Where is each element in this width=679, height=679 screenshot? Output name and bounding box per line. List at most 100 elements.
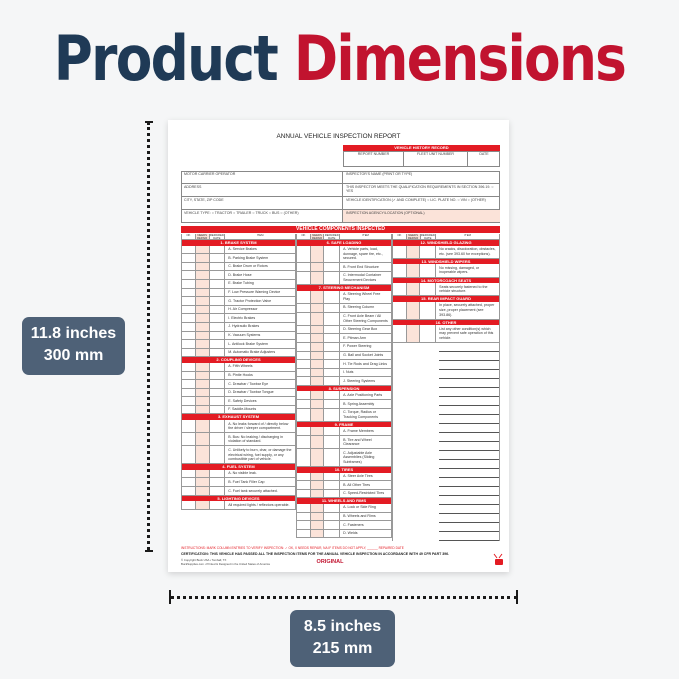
repaired-date-cell[interactable] (324, 503, 341, 512)
needs-repair-cell[interactable] (310, 489, 325, 498)
write-in-line[interactable] (439, 505, 499, 515)
ok-cell[interactable] (297, 312, 311, 325)
write-in-line[interactable] (439, 433, 499, 443)
write-in-line[interactable] (439, 415, 499, 425)
ok-cell[interactable] (297, 529, 311, 538)
write-in-line[interactable] (439, 343, 499, 353)
repaired-date-cell[interactable] (324, 342, 341, 351)
repaired-date-cell[interactable] (324, 312, 341, 325)
ok-cell[interactable] (297, 325, 311, 334)
needs-repair-cell[interactable] (310, 521, 325, 529)
left-field[interactable]: ADDRESS (181, 184, 343, 197)
left-field[interactable]: MOTOR CARRIER OPERATOR (181, 171, 343, 184)
repaired-date-cell[interactable] (210, 501, 226, 509)
repaired-date-cell[interactable] (210, 478, 226, 486)
ok-cell[interactable] (393, 301, 407, 319)
repaired-date-cell[interactable] (210, 245, 226, 254)
write-in-line[interactable] (439, 352, 499, 362)
needs-repair-cell[interactable] (195, 322, 210, 331)
repaired-date-cell[interactable] (324, 408, 341, 421)
repaired-date-cell[interactable] (324, 325, 341, 334)
write-in-line[interactable] (439, 469, 499, 479)
needs-repair-cell[interactable] (195, 288, 210, 297)
repaired-date-cell[interactable] (210, 288, 226, 297)
repaired-date-cell[interactable] (210, 297, 226, 305)
ok-cell[interactable] (297, 360, 311, 368)
repaired-date-cell[interactable] (324, 512, 341, 521)
write-in-line[interactable] (439, 523, 499, 533)
needs-repair-cell[interactable] (195, 405, 210, 414)
ok-cell[interactable] (297, 481, 311, 489)
ok-cell[interactable] (182, 340, 196, 348)
write-in-line[interactable] (439, 532, 499, 542)
needs-repair-cell[interactable] (406, 264, 421, 277)
needs-repair-cell[interactable] (310, 503, 325, 512)
ok-cell[interactable] (182, 388, 196, 397)
repaired-date-cell[interactable] (210, 362, 226, 371)
repaired-date-cell[interactable] (210, 433, 226, 446)
repaired-date-cell[interactable] (210, 279, 226, 288)
needs-repair-cell[interactable] (195, 305, 210, 314)
needs-repair-cell[interactable] (310, 400, 325, 408)
needs-repair-cell[interactable] (195, 348, 210, 357)
needs-repair-cell[interactable] (310, 529, 325, 538)
write-in-line[interactable] (439, 406, 499, 416)
repaired-date-cell[interactable] (324, 377, 341, 385)
repaired-date-cell[interactable] (210, 388, 226, 397)
ok-cell[interactable] (182, 322, 196, 331)
needs-repair-cell[interactable] (195, 297, 210, 305)
write-in-line[interactable] (439, 379, 499, 389)
repaired-date-cell[interactable] (324, 290, 341, 303)
needs-repair-cell[interactable] (195, 271, 210, 279)
ok-cell[interactable] (182, 478, 196, 486)
needs-repair-cell[interactable] (406, 283, 421, 296)
repaired-date-cell[interactable] (210, 405, 226, 414)
repaired-date-cell[interactable] (324, 263, 341, 271)
needs-repair-cell[interactable] (195, 380, 210, 388)
repaired-date-cell[interactable] (210, 314, 226, 322)
needs-repair-cell[interactable] (310, 290, 325, 303)
ok-cell[interactable] (182, 314, 196, 322)
needs-repair-cell[interactable] (310, 472, 325, 481)
needs-repair-cell[interactable] (310, 360, 325, 368)
needs-repair-cell[interactable] (406, 325, 421, 343)
repaired-date-cell[interactable] (324, 481, 341, 489)
repaired-date-cell[interactable] (324, 400, 341, 408)
needs-repair-cell[interactable] (310, 449, 325, 466)
needs-repair-cell[interactable] (195, 388, 210, 397)
right-field[interactable]: THIS INSPECTOR MEETS THE QUALIFICATION R… (343, 184, 500, 197)
right-field[interactable]: VEHICLE IDENTIFICATION (✓ AND COMPLETE) … (343, 197, 500, 210)
needs-repair-cell[interactable] (310, 342, 325, 351)
repaired-date-cell[interactable] (420, 283, 437, 296)
repaired-date-cell[interactable] (324, 351, 341, 360)
ok-cell[interactable] (297, 503, 311, 512)
ok-cell[interactable] (182, 420, 196, 433)
write-in-line[interactable] (439, 460, 499, 470)
repaired-date-cell[interactable] (210, 420, 226, 433)
right-field[interactable]: INSPECTOR'S NAME (PRINT OR TYPE) (343, 171, 500, 184)
ok-cell[interactable] (297, 290, 311, 303)
write-in-line[interactable] (439, 451, 499, 461)
needs-repair-cell[interactable] (406, 245, 421, 258)
needs-repair-cell[interactable] (310, 325, 325, 334)
needs-repair-cell[interactable] (195, 420, 210, 433)
needs-repair-cell[interactable] (195, 314, 210, 322)
repaired-date-cell[interactable] (210, 487, 226, 495)
ok-cell[interactable] (393, 325, 407, 343)
ok-cell[interactable] (297, 391, 311, 400)
ok-cell[interactable] (393, 283, 407, 296)
repaired-date-cell[interactable] (324, 245, 341, 263)
needs-repair-cell[interactable] (310, 303, 325, 312)
repaired-date-cell[interactable] (324, 489, 341, 498)
needs-repair-cell[interactable] (195, 371, 210, 380)
write-in-line[interactable] (439, 496, 499, 506)
ok-cell[interactable] (297, 334, 311, 342)
write-in-line[interactable] (439, 397, 499, 407)
needs-repair-cell[interactable] (310, 334, 325, 342)
ok-cell[interactable] (297, 303, 311, 312)
ok-cell[interactable] (297, 512, 311, 521)
repaired-date-cell[interactable] (210, 340, 226, 348)
repaired-date-cell[interactable] (210, 271, 226, 279)
needs-repair-cell[interactable] (310, 351, 325, 360)
repaired-date-cell[interactable] (210, 305, 226, 314)
